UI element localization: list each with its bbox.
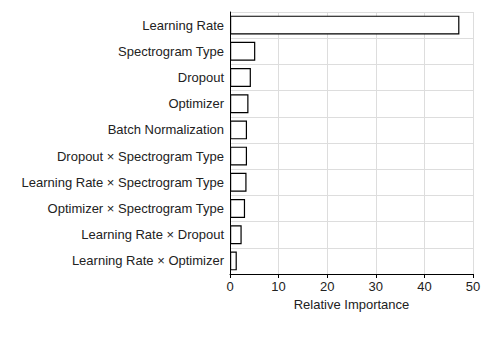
svg-text:0: 0 [226, 279, 233, 294]
svg-text:Batch Normalization: Batch Normalization [108, 122, 224, 137]
svg-text:Learning Rate × Optimizer: Learning Rate × Optimizer [72, 253, 225, 268]
svg-text:Optimizer × Spectrogram Type: Optimizer × Spectrogram Type [48, 201, 224, 216]
svg-text:Learning Rate: Learning Rate [142, 18, 224, 33]
svg-text:Learning Rate × Dropout: Learning Rate × Dropout [81, 227, 224, 242]
svg-text:10: 10 [271, 279, 285, 294]
svg-text:Learning Rate × Spectrogram Ty: Learning Rate × Spectrogram Type [22, 175, 224, 190]
svg-text:30: 30 [369, 279, 383, 294]
svg-text:50: 50 [466, 279, 480, 294]
svg-text:Optimizer: Optimizer [168, 96, 224, 111]
svg-text:40: 40 [417, 279, 431, 294]
svg-text:Spectrogram Type: Spectrogram Type [118, 44, 224, 59]
svg-text:20: 20 [320, 279, 334, 294]
svg-text:Relative Importance: Relative Importance [294, 297, 410, 312]
svg-text:Dropout: Dropout [178, 70, 225, 85]
svg-text:Dropout × Spectrogram Type: Dropout × Spectrogram Type [57, 149, 224, 164]
